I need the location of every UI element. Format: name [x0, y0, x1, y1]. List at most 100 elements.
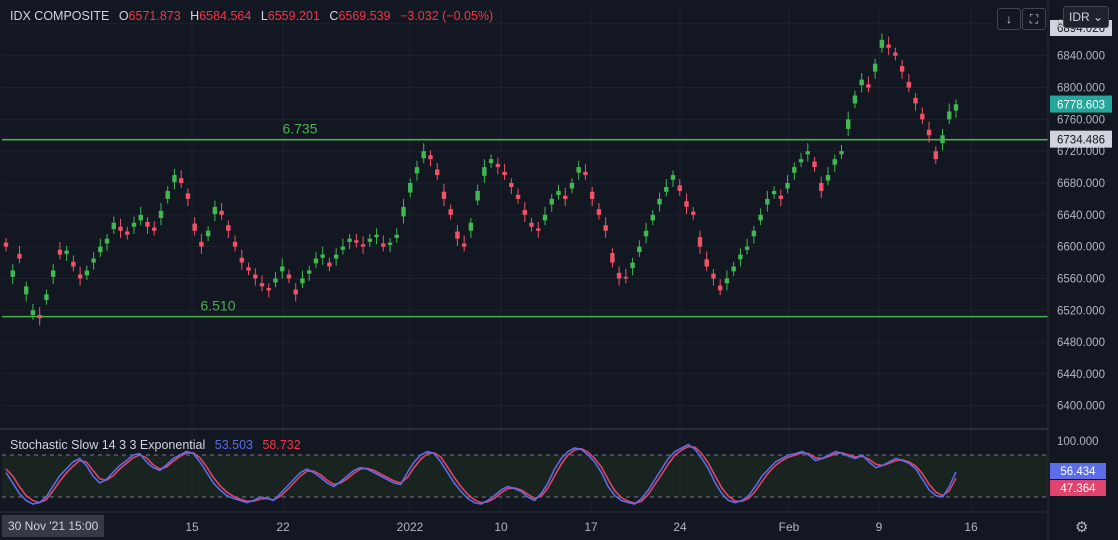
arrow-down-icon[interactable]: ↓	[997, 8, 1021, 30]
candle-body	[825, 175, 831, 181]
change-value: −3.032 (−0.05%)	[400, 9, 494, 23]
candle-body	[286, 274, 292, 279]
candle-body	[704, 259, 709, 267]
stochastic-axis-label: 100.000	[1057, 436, 1099, 448]
candle-body	[44, 294, 49, 300]
candle-body	[899, 66, 905, 72]
candle-body	[192, 223, 197, 231]
candle-body	[724, 278, 730, 284]
candle-body	[131, 222, 137, 227]
candle-body	[596, 209, 602, 215]
candle-body	[913, 97, 918, 104]
candle-body	[872, 63, 878, 72]
stochastic-legend[interactable]: Stochastic Slow 14 3 3 Exponential 53.50…	[10, 438, 301, 452]
price-tick-label: 6560.000	[1057, 273, 1105, 285]
candle-body	[940, 135, 945, 144]
close-key: C	[329, 9, 339, 23]
candle-body	[509, 183, 514, 187]
last-price-badge	[1050, 95, 1112, 113]
candle-body	[24, 286, 29, 295]
symbol-name: IDX COMPOSITE	[10, 9, 110, 23]
stochastic-d-badge-label: 47.364	[1060, 483, 1096, 495]
time-tick-label: 16	[964, 520, 978, 534]
candle-body	[394, 234, 399, 238]
candle-body	[71, 261, 76, 267]
candle-body	[3, 242, 9, 247]
candle-body	[104, 238, 110, 244]
price-tick-label: 6440.000	[1057, 369, 1105, 381]
fullscreen-icon[interactable]: ⛶	[1022, 8, 1046, 30]
chevron-down-icon: ⌄	[1093, 10, 1104, 24]
candle-body	[664, 186, 669, 192]
close-value: 6569.539	[338, 9, 391, 23]
time-tick-label: 10	[494, 520, 508, 534]
candle-body	[57, 249, 63, 255]
stochastic-title: Stochastic Slow 14 3 3 Exponential	[10, 438, 206, 452]
price-tick-label: 6680.000	[1057, 178, 1105, 190]
level-price-label: 6734.486	[1057, 135, 1105, 147]
candle-body	[603, 225, 608, 231]
candle-body	[616, 272, 622, 279]
candle-body	[502, 171, 507, 176]
candle-body	[623, 276, 629, 279]
candle-body	[785, 183, 790, 189]
time-tick-label: Feb	[779, 520, 800, 534]
grid	[2, 8, 1048, 510]
gear-icon[interactable]: ⚙	[1075, 519, 1089, 536]
candle-body	[792, 167, 797, 173]
low-key: L	[260, 9, 268, 23]
candle-body	[529, 222, 534, 227]
candle-body	[455, 231, 460, 239]
time-tick-label: 22	[276, 520, 290, 534]
stochastic-d-value: 58.732	[262, 438, 301, 452]
candle-body	[751, 230, 757, 237]
candle-body	[866, 84, 871, 88]
level-label: 6.735	[282, 121, 317, 137]
price-tick-label: 6520.000	[1057, 305, 1105, 317]
price-tick-label: 6840.000	[1057, 51, 1105, 63]
price-tick-label: 6800.000	[1057, 83, 1105, 95]
candle-body	[84, 270, 90, 276]
candle-body	[435, 169, 440, 176]
candle-body	[495, 163, 501, 168]
candle-body	[765, 198, 770, 205]
candle-body	[657, 198, 662, 205]
candle-body	[691, 211, 696, 215]
candle-body	[630, 262, 635, 269]
candle-body	[401, 206, 406, 217]
candle-body	[542, 214, 548, 221]
candle-body	[947, 111, 952, 120]
candle-body	[91, 258, 96, 263]
candle-body	[852, 95, 858, 104]
candle-body	[845, 119, 851, 129]
candle-body	[610, 253, 615, 263]
candle-body	[576, 167, 581, 173]
candle-body	[253, 274, 258, 279]
stochastic-k-badge-label: 56.434	[1060, 466, 1096, 478]
price-tick-label: 6760.000	[1057, 114, 1105, 126]
candle-body	[819, 183, 824, 191]
candle-body	[536, 228, 541, 231]
candle-body	[408, 183, 413, 193]
candle-body	[643, 230, 649, 237]
candle-body	[347, 238, 352, 242]
last-price-label: 6778.603	[1057, 100, 1105, 112]
candle-body	[354, 240, 359, 243]
candle-body	[859, 79, 864, 86]
candle-body	[30, 310, 36, 316]
candle-body	[273, 278, 278, 283]
candle-body	[340, 246, 346, 250]
time-tick-label: 9	[876, 520, 883, 534]
candle-body	[300, 278, 305, 284]
high-value: 6584.564	[199, 9, 252, 23]
candle-body	[583, 171, 588, 176]
price-tick-label: 6640.000	[1057, 210, 1105, 222]
currency-selector[interactable]: IDR ⌄	[1063, 6, 1110, 28]
candle-body	[152, 227, 157, 231]
open-value: 6571.873	[128, 9, 181, 23]
candle-body	[145, 221, 150, 227]
stochastic-k-badge	[1050, 463, 1106, 479]
candle-body	[219, 210, 224, 215]
